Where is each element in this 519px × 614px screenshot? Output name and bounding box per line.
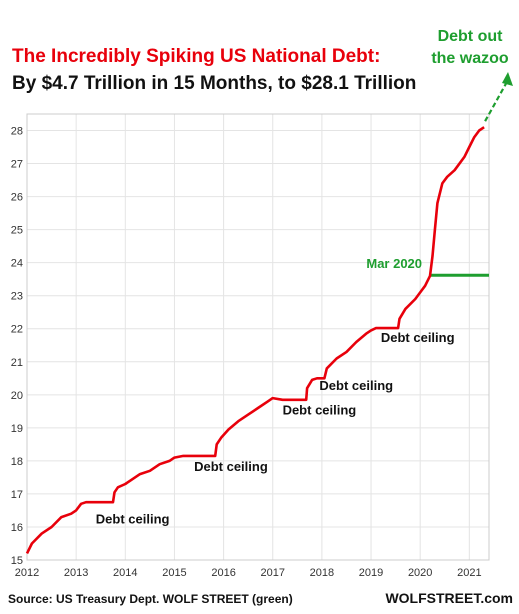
y-tick-label: 27 (11, 159, 23, 171)
x-tick-label: 2016 (211, 567, 235, 579)
reference-line-label: Mar 2020 (366, 256, 422, 271)
y-tick-label: 19 (11, 423, 23, 435)
x-tick-label: 2017 (261, 567, 285, 579)
x-tick-label: 2020 (408, 567, 432, 579)
x-tick-label: 2012 (15, 567, 39, 579)
x-tick-label: 2021 (457, 567, 481, 579)
debt-ceiling-annotation: Debt ceiling (283, 403, 357, 418)
y-tick-label: 22 (11, 324, 23, 336)
arrow-group: Debt out the wazoo (431, 28, 513, 122)
y-tick-label: 15 (11, 555, 23, 567)
x-tick-label: 2019 (359, 567, 383, 579)
y-axis-ticks: 15 16 17 18 19 20 21 22 23 24 25 26 27 28 (11, 126, 23, 567)
debt-ceiling-annotation: Debt ceiling (194, 459, 268, 474)
y-tick-label: 17 (11, 489, 23, 501)
x-tick-label: 2014 (113, 567, 137, 579)
debt-ceiling-annotation: Debt ceiling (319, 378, 393, 393)
y-tick-label: 26 (11, 192, 23, 204)
debt-ceiling-annotation: Debt ceiling (381, 330, 455, 345)
y-tick-label: 25 (11, 225, 23, 237)
y-tick-label: 16 (11, 522, 23, 534)
x-tick-label: 2013 (64, 567, 88, 579)
y-tick-label: 24 (11, 258, 23, 270)
wazoo-label-line2: the wazoo (431, 50, 509, 67)
y-tick-label: 28 (11, 126, 23, 138)
brand-label: WOLFSTREET.com (385, 590, 513, 606)
chart-subtitle: By $4.7 Trillion in 15 Months, to $28.1 … (12, 73, 416, 94)
y-tick-label: 21 (11, 357, 23, 369)
wazoo-label-line1: Debt out (438, 28, 504, 45)
y-tick-label: 18 (11, 456, 23, 468)
x-tick-label: 2018 (310, 567, 334, 579)
x-tick-label: 2015 (162, 567, 186, 579)
chart-title: The Incredibly Spiking US National Debt: (12, 46, 380, 67)
plot-frame (26, 113, 490, 561)
reference-line-group: Mar 2020 (366, 256, 489, 277)
y-tick-label: 20 (11, 390, 23, 402)
series-line (25, 126, 485, 554)
source-note: Source: US Treasury Dept. WOLF STREET (g… (8, 592, 293, 606)
debt-ceiling-annotation: Debt ceiling (96, 512, 170, 527)
wazoo-arrow-head (502, 72, 513, 86)
y-tick-label: 23 (11, 291, 23, 303)
series-group (25, 126, 485, 554)
x-axis-ticks: 2012 2013 2014 2015 2016 2017 2018 2019 2020 2021 (15, 567, 482, 579)
annotations-group: Debt ceiling Debt ceiling Debt ceiling Debt… (96, 330, 455, 527)
